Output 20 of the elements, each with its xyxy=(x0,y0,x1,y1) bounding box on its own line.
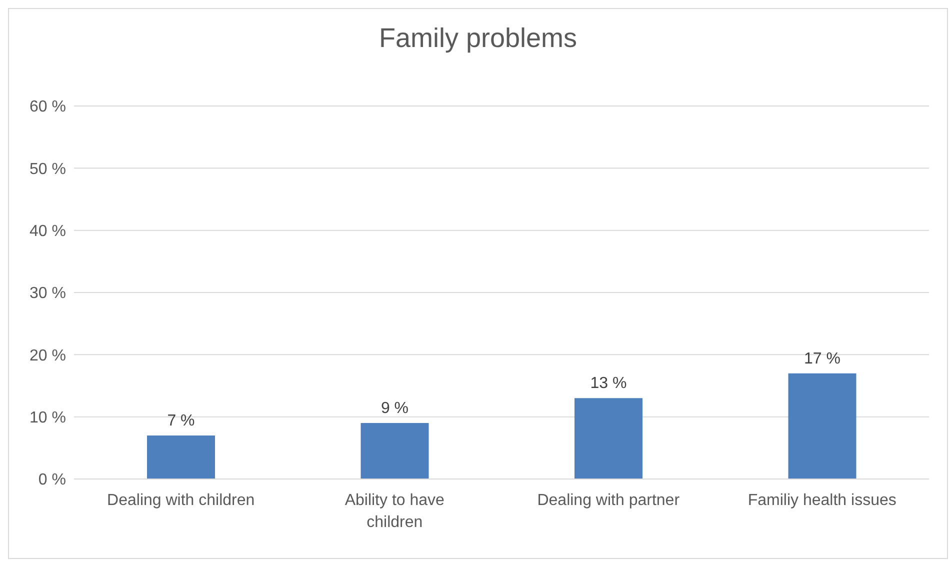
data-label: 13 % xyxy=(590,375,627,392)
bar xyxy=(788,373,856,479)
y-tick-label: 30 % xyxy=(30,285,66,302)
x-tick-label: Dealing with children xyxy=(107,492,255,509)
data-label: 17 % xyxy=(804,350,840,368)
x-tick-label: Ability to have children xyxy=(344,492,445,531)
x-tick-label: Familiy health issues xyxy=(748,492,896,509)
data-label: 9 % xyxy=(380,400,409,418)
chart-title: Family problems xyxy=(378,23,578,54)
bar xyxy=(147,435,215,479)
y-tick-label: 20 % xyxy=(30,347,66,364)
data-label: 7 % xyxy=(167,412,195,430)
y-tick-label: 10 % xyxy=(30,410,66,427)
bar xyxy=(360,423,429,479)
x-tick-label: Dealing with partner xyxy=(537,492,680,509)
y-tick-label: 60 % xyxy=(30,98,66,116)
y-tick-label: 40 % xyxy=(30,223,66,240)
y-tick-label: 50 % xyxy=(30,160,66,178)
bar xyxy=(574,398,642,479)
y-tick-label: 0 % xyxy=(38,472,66,489)
